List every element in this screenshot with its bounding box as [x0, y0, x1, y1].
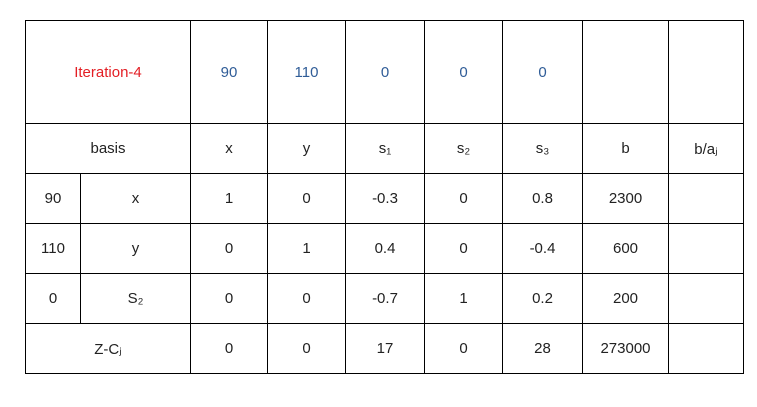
column-header: b	[582, 123, 669, 174]
column-header: basis	[25, 123, 191, 174]
table-cell: 0	[267, 173, 346, 224]
table-cell: 2300	[582, 173, 669, 224]
column-header: s₁	[345, 123, 425, 174]
table-row: 0 S₂ 0 0 -0.7 1 0.2 200	[25, 273, 744, 324]
table-cell	[668, 20, 744, 124]
table-row: Iteration-4 90 110 0 0 0	[25, 20, 744, 124]
table-row: Z-Cⱼ 0 0 17 0 28 273000	[25, 323, 744, 374]
basis-variable: x	[80, 173, 191, 224]
table-cell: 0.8	[502, 173, 583, 224]
column-header: b/aⱼ	[668, 123, 744, 174]
objective-coefficient: 110	[267, 20, 346, 124]
objective-coefficient: 0	[345, 20, 425, 124]
table-cell	[668, 323, 744, 374]
table-cell: 1	[424, 273, 503, 324]
table-cell: 600	[582, 223, 669, 274]
table-cell: 17	[345, 323, 425, 374]
table-cell: 1	[267, 223, 346, 274]
table-cell: 1	[190, 173, 268, 224]
table-cell: -0.3	[345, 173, 425, 224]
table-row: 110 y 0 1 0.4 0 -0.4 600	[25, 223, 744, 274]
basis-coefficient: 90	[25, 173, 81, 224]
table-cell	[668, 223, 744, 274]
basis-coefficient: 110	[25, 223, 81, 274]
basis-variable: S₂	[80, 273, 191, 324]
table-cell: 0	[267, 323, 346, 374]
column-header: s₃	[502, 123, 583, 174]
table-cell: 0	[424, 173, 503, 224]
simplex-table: Iteration-4 90 110 0 0 0 basis x y s₁ s₂ s₃ b b/aⱼ 90 x…	[25, 20, 744, 374]
table-cell: 0	[190, 223, 268, 274]
table-cell: 273000	[582, 323, 669, 374]
table-cell: 0.2	[502, 273, 583, 324]
table-cell: 200	[582, 273, 669, 324]
table-cell: 28	[502, 323, 583, 374]
table-cell: -0.4	[502, 223, 583, 274]
table-row: basis x y s₁ s₂ s₃ b b/aⱼ	[25, 123, 744, 174]
row-header: Z-Cⱼ	[25, 323, 191, 374]
objective-coefficient: 90	[190, 20, 268, 124]
table-cell: 0.4	[345, 223, 425, 274]
table-body: Iteration-4 90 110 0 0 0 basis x y s₁ s₂ s₃ b b/aⱼ 90 x…	[25, 20, 744, 374]
table-row: 90 x 1 0 -0.3 0 0.8 2300	[25, 173, 744, 224]
column-header: s₂	[424, 123, 503, 174]
column-header: x	[190, 123, 268, 174]
table-cell	[582, 20, 669, 124]
basis-variable: y	[80, 223, 191, 274]
table-cell: -0.7	[345, 273, 425, 324]
basis-coefficient: 0	[25, 273, 81, 324]
table-cell: 0	[424, 223, 503, 274]
table-cell: 0	[424, 323, 503, 374]
table-cell: 0	[267, 273, 346, 324]
table-cell	[668, 273, 744, 324]
column-header: y	[267, 123, 346, 174]
table-cell: 0	[190, 323, 268, 374]
iteration-title: Iteration-4	[25, 20, 191, 124]
table-cell	[668, 173, 744, 224]
table-cell: 0	[190, 273, 268, 324]
objective-coefficient: 0	[424, 20, 503, 124]
objective-coefficient: 0	[502, 20, 583, 124]
